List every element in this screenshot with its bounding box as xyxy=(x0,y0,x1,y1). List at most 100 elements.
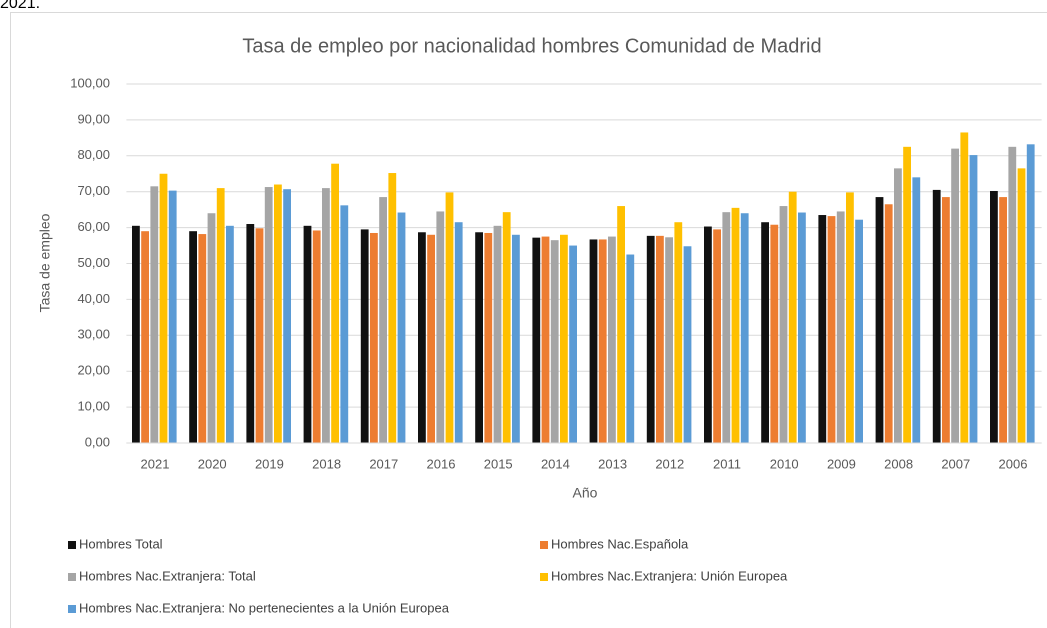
bar xyxy=(255,228,264,443)
bar xyxy=(646,235,655,443)
bar xyxy=(427,234,435,443)
y-tick-label: 100,00 xyxy=(70,75,110,90)
bar xyxy=(740,213,749,443)
bar xyxy=(216,188,225,443)
bar xyxy=(798,212,806,443)
legend-label: Hombres Total xyxy=(79,536,163,551)
bar xyxy=(589,239,598,443)
bar xyxy=(532,237,541,443)
bar xyxy=(379,197,387,443)
x-tick-label: 2019 xyxy=(255,456,284,471)
bar xyxy=(656,235,664,443)
bar xyxy=(264,187,273,443)
bar xyxy=(779,206,788,443)
y-tick-label: 20,00 xyxy=(77,363,110,378)
bar xyxy=(159,173,168,443)
x-axis-title: Año xyxy=(573,485,598,501)
bar xyxy=(454,222,463,443)
bar xyxy=(207,213,216,443)
chart-title: Tasa de empleo por nacionalidad hombres … xyxy=(242,35,821,57)
bar xyxy=(770,224,779,443)
bar xyxy=(903,146,911,443)
bar xyxy=(312,230,321,443)
legend-label: Hombres Nac.Extranjera: Total xyxy=(79,568,256,583)
x-tick-label: 2011 xyxy=(713,456,741,471)
bar xyxy=(932,189,941,443)
x-tick-label: 2018 xyxy=(312,456,341,471)
y-tick-label: 0,00 xyxy=(85,434,110,449)
y-tick-label: 50,00 xyxy=(77,255,110,270)
bar xyxy=(894,168,902,444)
legend-swatch xyxy=(68,541,76,549)
bar xyxy=(999,197,1007,443)
bar xyxy=(132,225,140,443)
bar xyxy=(683,246,692,443)
bar xyxy=(274,184,282,443)
bar xyxy=(150,186,159,443)
chart-frame xyxy=(10,12,1047,628)
x-tick-label: 2010 xyxy=(770,456,799,471)
legend: Hombres Total Hombres Nac.Española Hombres… xyxy=(68,536,788,615)
bar xyxy=(283,189,291,443)
bar xyxy=(1008,146,1017,443)
bar xyxy=(226,225,234,443)
x-tick-label: 2021 xyxy=(141,456,170,471)
bar xyxy=(969,155,978,443)
bar xyxy=(722,212,731,443)
bar xyxy=(436,211,445,443)
bar xyxy=(340,205,349,443)
bar xyxy=(761,222,769,443)
bar xyxy=(550,240,559,443)
bar xyxy=(168,190,177,443)
legend-swatch xyxy=(540,573,548,581)
y-tick-label: 40,00 xyxy=(77,291,110,306)
bar xyxy=(960,132,969,443)
x-tick-label: 2020 xyxy=(198,456,227,471)
bar xyxy=(322,188,330,443)
bar xyxy=(731,207,740,443)
bar xyxy=(418,232,426,443)
legend-label: Hombres Nac.Extranjera: No perteneciente… xyxy=(79,600,450,615)
y-tick-label: 10,00 xyxy=(77,399,110,414)
x-tick-label: 2013 xyxy=(598,456,627,471)
bar xyxy=(598,239,607,443)
bar xyxy=(836,211,845,443)
bar xyxy=(1017,168,1026,444)
x-tick-label: 2012 xyxy=(655,456,684,471)
bar xyxy=(951,148,959,443)
bar xyxy=(331,163,339,443)
bar xyxy=(502,212,511,443)
bar xyxy=(560,234,568,443)
x-tick-label: 2006 xyxy=(999,456,1028,471)
bar xyxy=(512,234,520,443)
bar xyxy=(875,197,884,443)
y-tick-label: 70,00 xyxy=(77,183,110,198)
x-tick-label: 2015 xyxy=(484,456,513,471)
bar xyxy=(674,222,683,443)
bar xyxy=(484,232,493,443)
bar xyxy=(818,215,827,443)
x-tick-label: 2007 xyxy=(941,456,970,471)
bar xyxy=(370,232,378,443)
bar xyxy=(884,204,893,443)
y-axis-title: Tasa de empleo xyxy=(37,213,53,312)
x-tick-label: 2009 xyxy=(827,456,856,471)
bar xyxy=(990,190,998,443)
legend-swatch xyxy=(68,605,76,613)
legend-label: Hombres Nac.Española xyxy=(551,536,689,551)
bar xyxy=(704,226,712,443)
bar xyxy=(788,191,797,443)
bar xyxy=(1026,144,1035,443)
legend-swatch xyxy=(68,573,76,581)
bar xyxy=(493,225,502,443)
y-tick-label: 80,00 xyxy=(77,147,110,162)
bar xyxy=(445,192,454,443)
x-tick-label: 2008 xyxy=(884,456,913,471)
bar xyxy=(855,219,863,443)
bar xyxy=(360,229,369,443)
x-tick-label: 2014 xyxy=(541,456,570,471)
y-tick-label: 30,00 xyxy=(77,327,110,342)
bar xyxy=(665,237,673,443)
x-tick-label: 2016 xyxy=(427,456,456,471)
